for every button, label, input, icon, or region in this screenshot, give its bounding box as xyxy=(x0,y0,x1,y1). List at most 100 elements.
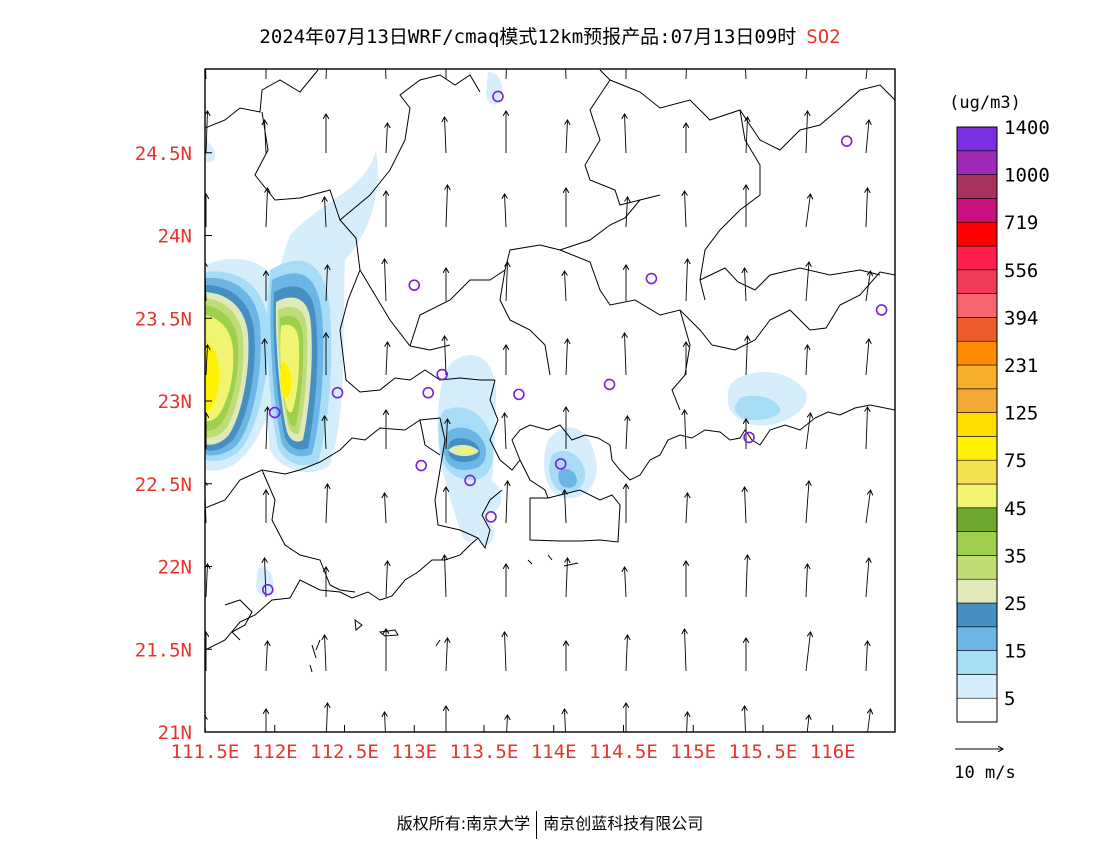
wind-arrow xyxy=(326,265,328,302)
colorbar-label: 231 xyxy=(1004,355,1038,377)
lat-tick-label: 21.5N xyxy=(135,639,192,661)
colorbar-swatch xyxy=(956,436,998,461)
colorbar-swatch xyxy=(956,364,998,390)
wind-arrow xyxy=(505,194,507,228)
wind-scale-label: 10 m/s xyxy=(954,763,1015,783)
wind-arrow xyxy=(865,490,871,524)
wind-arrow xyxy=(506,481,508,524)
wind-arrow xyxy=(805,262,809,302)
wind-arrow xyxy=(685,69,687,80)
lat-tick-label: 22.5N xyxy=(135,474,192,496)
wind-arrow xyxy=(746,555,748,598)
colorbar: 5 15 25 35 45 75 125 231 394 556 719 1000 1400 xyxy=(956,117,1050,723)
boundary-lines xyxy=(205,69,895,673)
wind-arrow xyxy=(685,629,687,672)
wind-arrow xyxy=(805,632,811,672)
colorbar-swatch xyxy=(956,293,998,318)
station-marker xyxy=(513,388,525,401)
wind-arrow xyxy=(265,120,267,154)
wind-arrow xyxy=(865,120,869,154)
station-marker xyxy=(464,474,476,487)
station-marker xyxy=(261,583,274,596)
wind-arrow xyxy=(325,69,327,80)
wind-arrow xyxy=(746,117,748,154)
station-marker xyxy=(331,386,344,399)
colorbar-label: 1000 xyxy=(1004,165,1050,187)
colorbar-swatch xyxy=(956,340,998,366)
title-variable: SO2 xyxy=(806,26,841,48)
lon-tick-label: 116E xyxy=(810,741,856,763)
axis-tick-labels: 111.5E 112E 112.5E 113E 113.5E 114E 114.5E 115E… xyxy=(135,143,856,763)
wind-arrow xyxy=(686,493,688,524)
wind-arrow xyxy=(806,345,808,376)
wind-arrow xyxy=(505,632,507,672)
title-text: 2024年07月13日WRF/cmaq模式12km预报产品:07月13日09时 xyxy=(259,26,797,48)
wind-arrow xyxy=(685,410,687,450)
wind-arrow xyxy=(506,262,508,302)
wind-arrow xyxy=(625,333,627,376)
wind-arrow xyxy=(206,111,208,154)
lon-tick-label: 115E xyxy=(670,741,716,763)
monitoring-stations xyxy=(261,90,888,596)
wind-arrow xyxy=(806,715,809,732)
station-marker xyxy=(492,90,504,103)
wind-arrow xyxy=(446,638,448,672)
wind-arrow xyxy=(806,564,808,598)
station-marker xyxy=(268,406,281,419)
lon-tick-label: 114E xyxy=(531,741,577,763)
wind-arrow xyxy=(325,635,327,672)
station-marker xyxy=(408,279,421,291)
wind-arrow xyxy=(805,413,811,450)
colorbar-swatch xyxy=(956,650,998,675)
colorbar-swatch xyxy=(956,459,998,485)
colorbar-unit: (ug/m3) xyxy=(949,93,1021,113)
station-marker xyxy=(840,135,853,147)
wind-arrow xyxy=(505,413,507,450)
wind-arrow xyxy=(565,709,567,732)
wind-arrow xyxy=(566,120,568,154)
colorbar-label: 15 xyxy=(1004,641,1027,663)
colorbar-swatch xyxy=(956,626,998,651)
station-marker xyxy=(554,458,567,470)
wind-arrow xyxy=(205,69,207,80)
colorbar-swatch xyxy=(956,269,998,294)
wind-arrow xyxy=(445,555,447,598)
wind-arrow xyxy=(805,481,809,524)
wind-arrow xyxy=(866,188,868,228)
lon-tick-label: 113.5E xyxy=(450,741,519,763)
wind-arrow xyxy=(386,561,388,598)
wind-arrow xyxy=(805,69,808,80)
station-marker xyxy=(743,431,755,444)
copyright-left: 版权所有:南京大学 xyxy=(396,814,531,833)
wind-arrow xyxy=(806,111,808,154)
colorbar-swatch xyxy=(956,221,998,247)
lat-tick-label: 24.5N xyxy=(135,143,192,165)
colorbar-swatch xyxy=(956,555,998,580)
wind-arrow xyxy=(385,493,387,524)
footer-divider xyxy=(536,810,538,839)
wind-arrow xyxy=(565,490,567,524)
station-marker xyxy=(436,368,448,381)
wind-arrow xyxy=(625,567,627,598)
wind-arrow xyxy=(745,706,747,732)
wind-arrow xyxy=(326,703,328,732)
wind-arrow xyxy=(865,69,868,80)
lon-tick-label: 113E xyxy=(391,741,437,763)
wind-arrow xyxy=(686,712,688,732)
map-frame xyxy=(204,68,896,733)
station-marker xyxy=(485,511,497,523)
lat-tick-label: 24N xyxy=(158,226,192,248)
colorbar-frame xyxy=(956,126,998,723)
wind-arrow xyxy=(446,185,448,228)
wind-arrow xyxy=(206,345,208,376)
colorbar-label: 75 xyxy=(1004,450,1027,472)
colorbar-label: 1400 xyxy=(1004,117,1050,139)
wind-arrow xyxy=(566,558,568,598)
wind-arrow xyxy=(266,641,268,672)
wind-arrow xyxy=(266,407,268,450)
wind-arrow xyxy=(325,197,327,228)
copyright-footer: 版权所有:南京大学 南京创蓝科技有限公司 xyxy=(0,810,1100,839)
wind-arrow xyxy=(566,339,568,376)
map-title: 2024年07月13日WRF/cmaq模式12km预报产品:07月13日09时 S… xyxy=(0,22,1100,49)
wind-arrow xyxy=(745,268,747,302)
